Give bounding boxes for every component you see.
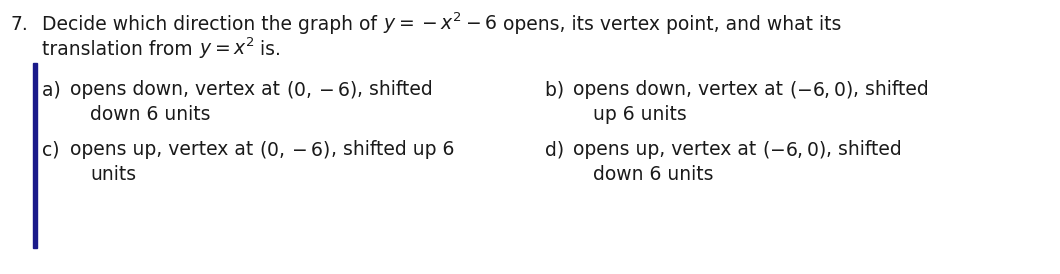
Text: $\left(-6, 0\right)$: $\left(-6, 0\right)$ — [789, 78, 853, 99]
Text: $y = -x^2 - 6$: $y = -x^2 - 6$ — [383, 10, 497, 36]
Text: opens down, vertex at: opens down, vertex at — [573, 80, 789, 99]
Text: , shifted: , shifted — [357, 80, 434, 99]
Text: $\left(0, -6\right)$: $\left(0, -6\right)$ — [286, 78, 357, 99]
Text: b): b) — [545, 80, 577, 99]
Text: opens down, vertex at: opens down, vertex at — [70, 80, 286, 99]
Text: $\left(0, -6\right)$: $\left(0, -6\right)$ — [260, 138, 331, 159]
Text: Decide which direction the graph of: Decide which direction the graph of — [42, 15, 383, 34]
Text: , shifted: , shifted — [853, 80, 929, 99]
Text: $\left(-6, 0\right)$: $\left(-6, 0\right)$ — [762, 138, 827, 159]
Text: opens up, vertex at: opens up, vertex at — [70, 140, 260, 159]
Text: 7.: 7. — [10, 15, 28, 34]
Text: down 6 units: down 6 units — [593, 165, 713, 184]
Text: up 6 units: up 6 units — [593, 105, 687, 124]
Text: $y = x^2$: $y = x^2$ — [198, 36, 254, 61]
Text: opens, its vertex point, and what its: opens, its vertex point, and what its — [497, 15, 842, 34]
Text: opens up, vertex at: opens up, vertex at — [573, 140, 762, 159]
Bar — [33, 63, 36, 248]
Text: d): d) — [545, 140, 577, 159]
Text: , shifted up 6: , shifted up 6 — [331, 140, 454, 159]
Text: a): a) — [42, 80, 73, 99]
Text: units: units — [90, 165, 136, 184]
Text: c): c) — [42, 140, 71, 159]
Text: , shifted: , shifted — [827, 140, 902, 159]
Text: translation from: translation from — [42, 40, 198, 59]
Text: down 6 units: down 6 units — [90, 105, 211, 124]
Text: is.: is. — [254, 40, 281, 59]
